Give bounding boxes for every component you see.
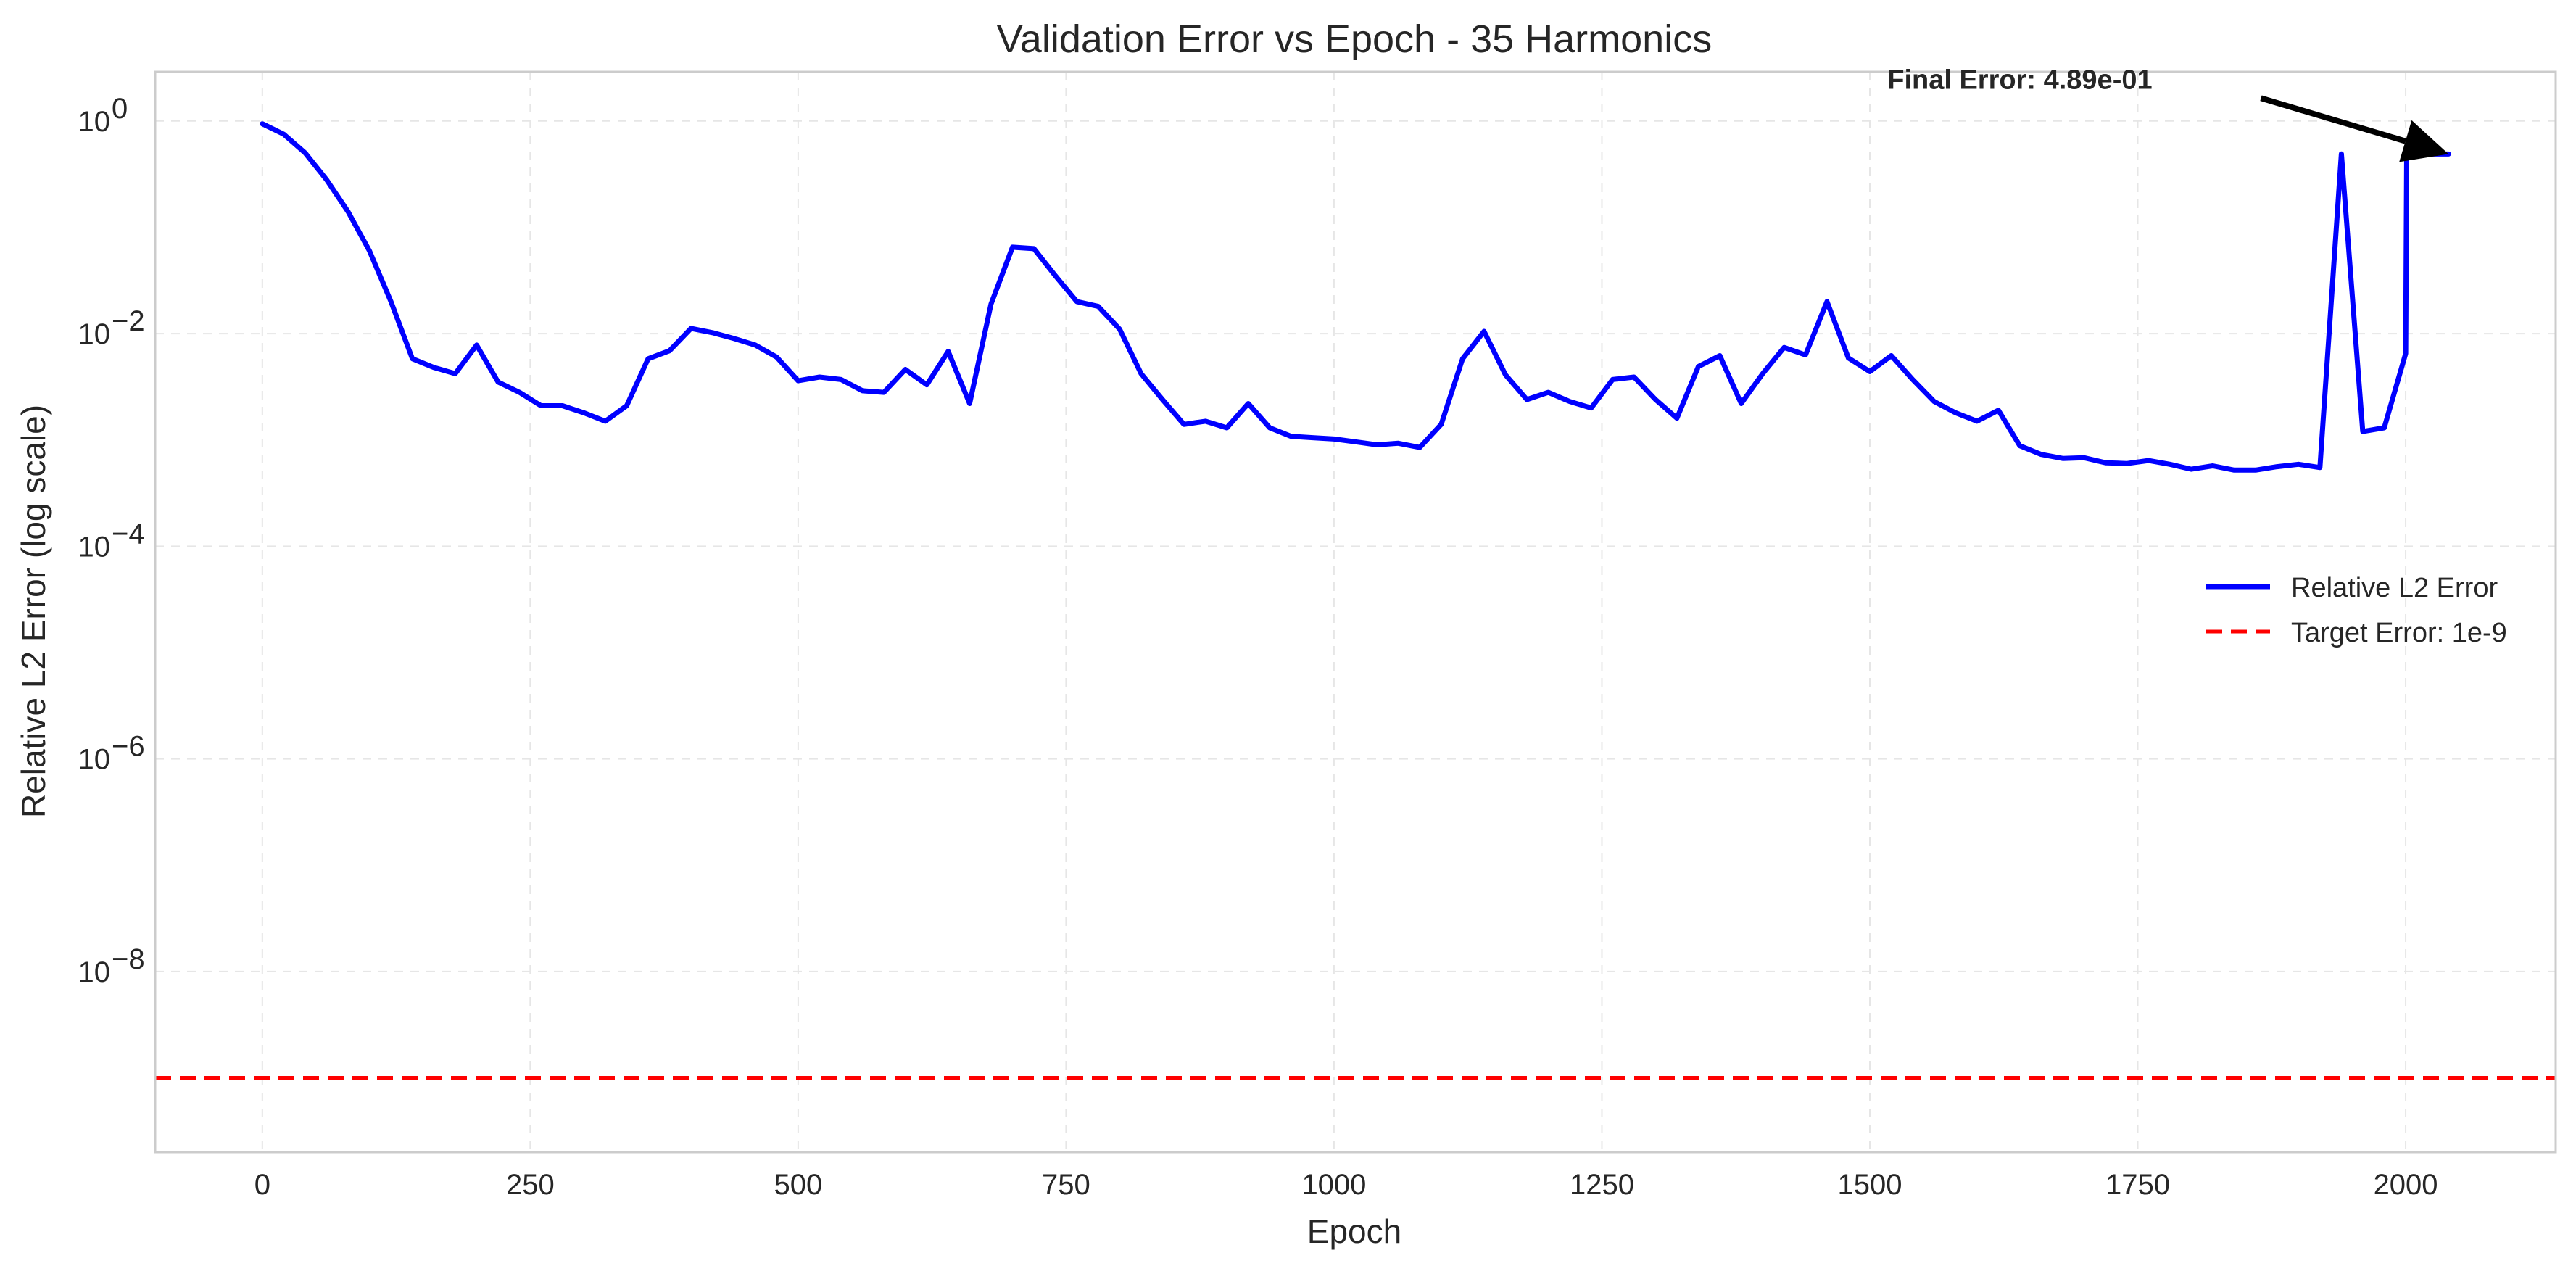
x-tick-label: 500: [774, 1169, 823, 1201]
series-layer: [260, 121, 2451, 473]
chart-title: Validation Error vs Epoch - 35 Harmonics: [997, 17, 1712, 61]
y-tick-label: 10: [78, 531, 111, 563]
x-axis-label: Epoch: [1307, 1212, 1401, 1250]
y-tick-label: 10: [78, 956, 111, 988]
y-tick-exponent: −8: [112, 943, 145, 975]
y-tick-exponent: −4: [112, 518, 145, 550]
y-axis-label: Relative L2 Error (log scale): [15, 405, 52, 818]
x-tick-label: 1000: [1301, 1169, 1366, 1201]
x-tick-label: 2000: [2374, 1169, 2438, 1201]
legend: Relative L2 Error Target Error: 1e-9: [2206, 573, 2507, 648]
y-tick-exponent: −2: [112, 305, 145, 337]
y-tick-label: 10: [78, 106, 111, 138]
x-tick-label: 750: [1042, 1169, 1090, 1201]
final-error-annotation: Final Error: 4.89e-01: [1887, 65, 2449, 162]
legend-label-target: Target Error: 1e-9: [2291, 618, 2507, 648]
y-tick-exponent: 0: [112, 93, 128, 125]
x-tick-label: 0: [254, 1169, 270, 1201]
x-tick-label: 1750: [2105, 1169, 2170, 1201]
y-tick-label: 10: [78, 744, 111, 776]
x-axis-ticks: 0 250 500 750 1000 1250 1500 1750 2000: [254, 1169, 2438, 1201]
annotation-arrow-line: [2260, 95, 2406, 144]
y-tick-label: 10: [78, 318, 111, 350]
x-tick-label: 1500: [1838, 1169, 1902, 1201]
plot-frame: [154, 70, 2557, 1154]
y-tick-exponent: −6: [112, 731, 145, 763]
annotation-text: Final Error: 4.89e-01: [1887, 65, 2152, 96]
series-line-relative-l2-error: [260, 121, 2451, 473]
x-tick-label: 1250: [1570, 1169, 1634, 1201]
x-tick-label: 250: [506, 1169, 555, 1201]
legend-label-error: Relative L2 Error: [2291, 573, 2498, 603]
annotation-arrow-head: [2399, 120, 2449, 162]
